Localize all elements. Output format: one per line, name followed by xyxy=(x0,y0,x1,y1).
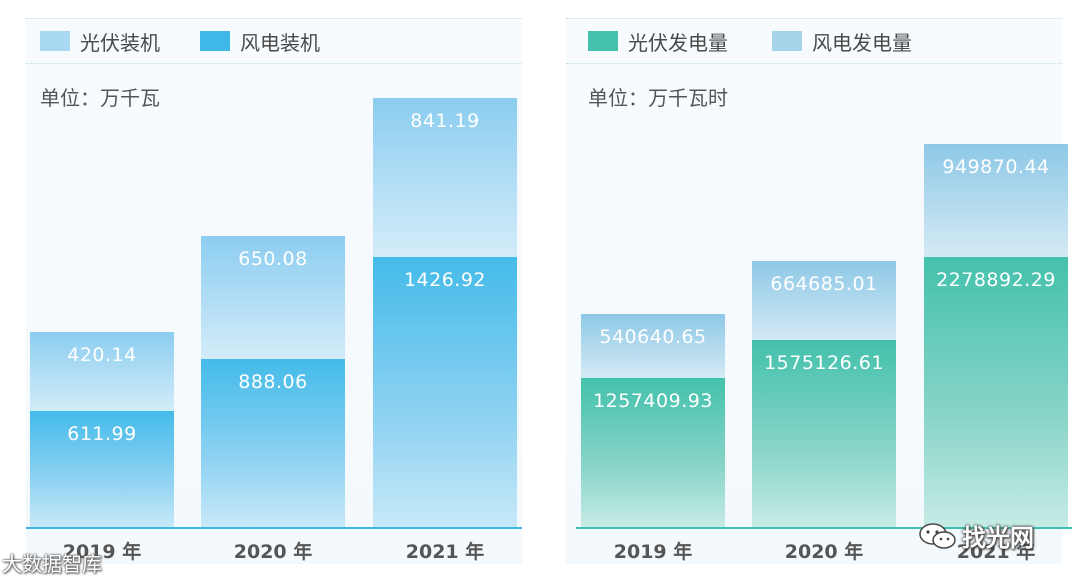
top-dotted-line xyxy=(26,18,522,19)
bar-bottom-segment: 2278892.29 xyxy=(924,256,1068,527)
bar-value-label: 949870.44 xyxy=(942,155,1050,178)
bar-value-label: 650.08 xyxy=(238,247,308,270)
legend-swatch xyxy=(772,31,802,51)
legend-swatch xyxy=(588,31,618,51)
bar-bottom-segment: 1426.92 xyxy=(373,256,517,527)
top-dotted-line xyxy=(566,18,1062,19)
bar-value-label: 1257409.93 xyxy=(593,389,713,412)
bar-top-segment: 841.19 xyxy=(373,97,517,257)
bar-value-label: 888.06 xyxy=(238,370,308,393)
bar-value-label: 1426.92 xyxy=(403,268,487,291)
bar-top-segment: 949870.44 xyxy=(924,143,1068,257)
bar-bottom-segment: 611.99 xyxy=(30,411,174,527)
legend-label: 风电发电量 xyxy=(812,30,912,55)
bar-bottom-segment: 1257409.93 xyxy=(581,377,725,527)
chart-panel-capacity: 光伏装机 风电装机 单位：万千瓦 611.99 420.14 888.06 650.0… xyxy=(26,18,522,564)
x-axis-baseline xyxy=(26,527,522,529)
bar-top-segment: 420.14 xyxy=(30,331,174,412)
watermark-right: 找光网 xyxy=(918,518,1034,553)
bar-top-segment: 650.08 xyxy=(201,235,345,359)
watermark-text: 找光网 xyxy=(962,524,1034,552)
legend-swatch xyxy=(200,31,230,51)
legend-item-wind-capacity: 风电装机 xyxy=(200,26,320,56)
legend-label: 光伏装机 xyxy=(80,30,160,55)
chart-panel-generation: 光伏发电量 风电发电量 单位：万千瓦时 1257409.93 540640.65 1… xyxy=(540,0,1080,584)
x-tick-label: 2019 年 xyxy=(613,541,693,563)
unit-label: 单位：万千瓦 xyxy=(40,86,160,110)
x-tick-label: 2020 年 xyxy=(233,541,313,563)
legend-dotted-line xyxy=(566,63,1062,64)
bar-value-label: 664685.01 xyxy=(770,273,878,296)
legend-item-solar-generation: 光伏发电量 xyxy=(588,26,728,56)
x-tick-label: 2021 年 xyxy=(405,541,485,563)
bar-top-segment: 664685.01 xyxy=(752,261,896,341)
bar-value-label: 2278892.29 xyxy=(936,268,1056,291)
bar-value-label: 420.14 xyxy=(67,343,137,366)
watermark-left: 大数据智库 xyxy=(2,552,102,576)
x-axis-baseline xyxy=(576,527,1072,529)
legend-swatch xyxy=(40,31,70,51)
legend-label: 风电装机 xyxy=(240,30,320,55)
bar-value-label: 611.99 xyxy=(67,423,137,446)
legend-item-wind-generation: 风电发电量 xyxy=(772,26,912,56)
legend-item-solar-capacity: 光伏装机 xyxy=(40,26,160,56)
bar-value-label: 540640.65 xyxy=(599,325,707,348)
bar-top-segment: 540640.65 xyxy=(581,313,725,378)
x-tick-label: 2021 年 xyxy=(956,541,1036,563)
legend-label: 光伏发电量 xyxy=(628,30,728,55)
wechat-icon xyxy=(919,522,956,549)
bar-bottom-segment: 888.06 xyxy=(201,358,345,527)
x-tick-label: 2019 年 xyxy=(62,541,142,563)
unit-label: 单位：万千瓦时 xyxy=(588,86,728,110)
bar-bottom-segment: 1575126.61 xyxy=(752,340,896,527)
x-tick-label: 2020 年 xyxy=(784,541,864,563)
legend-dotted-line xyxy=(26,63,522,64)
bar-value-label: 841.19 xyxy=(410,109,480,132)
bar-value-label: 1575126.61 xyxy=(764,352,884,375)
